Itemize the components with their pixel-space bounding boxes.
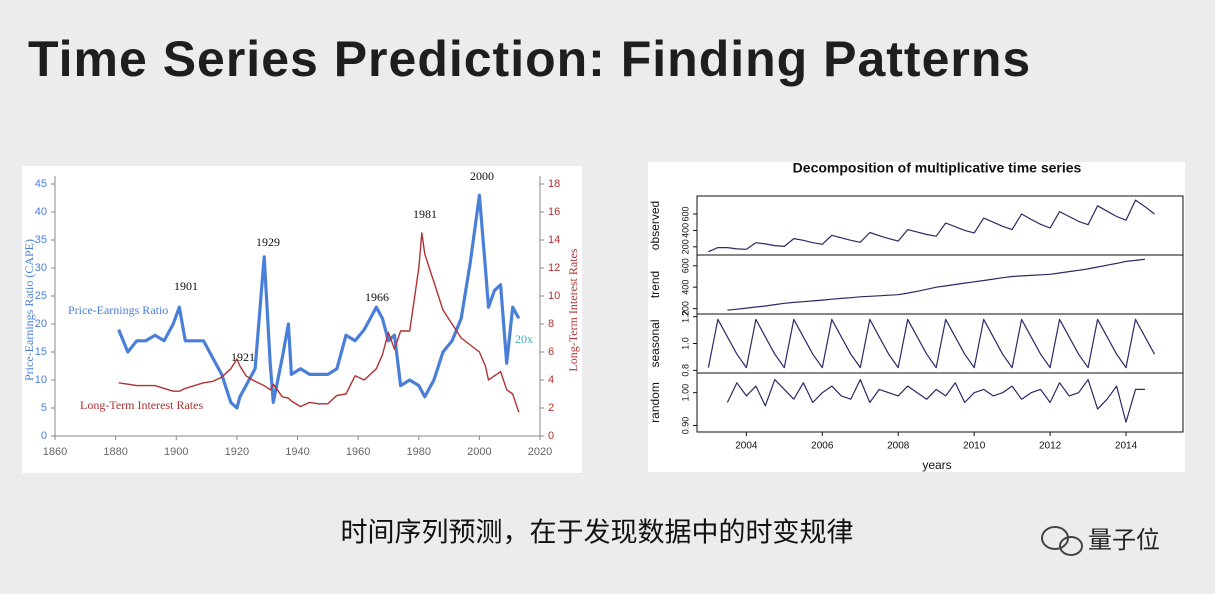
panel-label: seasonal: [648, 319, 662, 367]
x-tick-label: 2008: [887, 441, 910, 452]
y-tick-label: 600: [680, 258, 690, 273]
x-tick-label: 2012: [1039, 441, 1062, 452]
legend-label: Price-Earnings Ratio: [68, 303, 168, 317]
y-tick-label: 10: [35, 374, 47, 386]
panel-label: random: [648, 382, 662, 423]
y-tick-label: 25: [35, 290, 47, 302]
annotation: 2000: [470, 169, 494, 183]
annotation: 1901: [174, 279, 198, 293]
x-tick-label: 2006: [811, 441, 834, 452]
x-tick-label: 1980: [407, 446, 431, 458]
chart-title: Decomposition of multiplicative time ser…: [793, 160, 1082, 176]
y2-tick-label: 16: [548, 206, 560, 218]
component-line: [727, 258, 1146, 311]
panel-frame: [696, 372, 1184, 433]
x-tick-label: 2020: [528, 446, 552, 458]
y2-tick-label: 0: [548, 430, 554, 442]
series-line: [118, 232, 520, 413]
y-tick-label: 40: [35, 206, 47, 218]
y-tick-label: 400: [680, 223, 690, 238]
x-tick-label: 1860: [43, 446, 67, 458]
y2-tick-label: 6: [548, 346, 554, 358]
series-line: [117, 193, 521, 410]
y-tick-label: 0.90: [680, 417, 690, 435]
y-tick-label: 5: [41, 402, 47, 414]
y-tick-label: 45: [35, 178, 47, 190]
component-line: [707, 318, 1156, 369]
y-tick-label: 0: [41, 430, 47, 442]
y-tick-label: 35: [35, 234, 47, 246]
x-tick-label: 2004: [735, 441, 758, 452]
y2-axis-title: Long-Term Interest Rates: [566, 248, 580, 371]
x-tick-label: 1940: [285, 446, 309, 458]
annotation: 1981: [413, 207, 437, 221]
y-tick-label: 30: [35, 262, 47, 274]
panel-label: observed: [648, 201, 662, 250]
y-tick-label: 1.0: [680, 337, 690, 350]
x-tick-label: 1880: [103, 446, 127, 458]
y2-tick-label: 10: [548, 290, 560, 302]
x-tick-label: 1900: [164, 446, 188, 458]
watermark-icon: [1041, 526, 1083, 556]
y2-tick-label: 4: [548, 374, 554, 386]
y-tick-label: 15: [35, 346, 47, 358]
annotation: 1966: [365, 290, 389, 304]
caption: 时间序列预测，在于发现数据中的时变规律: [341, 518, 854, 549]
y-tick-label: 20: [35, 318, 47, 330]
component-line: [708, 199, 1155, 253]
panel-label: trend: [648, 271, 662, 298]
y-axis-title: Price-Earnings Ratio (CAPE): [22, 239, 36, 381]
annotation: 1921: [231, 350, 255, 364]
y-tick-label: 0.8: [680, 364, 690, 377]
x-tick-label: 1960: [346, 446, 370, 458]
y-tick-label: 200: [680, 239, 690, 254]
left-chart-bg: [22, 166, 582, 473]
y2-tick-label: 2: [548, 402, 554, 414]
legend-label: Long-Term Interest Rates: [80, 398, 203, 412]
annotation: 20x: [515, 332, 533, 346]
y-tick-label: 400: [680, 280, 690, 295]
x-axis-title: years: [922, 458, 951, 472]
y2-tick-label: 8: [548, 318, 554, 330]
x-tick-label: 2010: [963, 441, 986, 452]
x-tick-label: 1920: [225, 446, 249, 458]
slide-title: Time Series Prediction: Finding Patterns: [28, 31, 1031, 87]
annotation: 1929: [256, 235, 280, 249]
y2-tick-label: 18: [548, 178, 560, 190]
y2-tick-label: 14: [548, 234, 560, 246]
y-tick-label: 200: [680, 301, 690, 316]
watermark: 量子位: [1088, 526, 1160, 554]
component-line: [726, 379, 1145, 423]
y-tick-label: 1.00: [680, 384, 690, 402]
right-chart-bg: [648, 162, 1185, 472]
y2-tick-label: 12: [548, 262, 560, 274]
y-tick-label: 600: [680, 207, 690, 222]
x-tick-label: 2014: [1115, 441, 1138, 452]
y-tick-label: 1.2: [680, 310, 690, 323]
x-tick-label: 2000: [467, 446, 491, 458]
